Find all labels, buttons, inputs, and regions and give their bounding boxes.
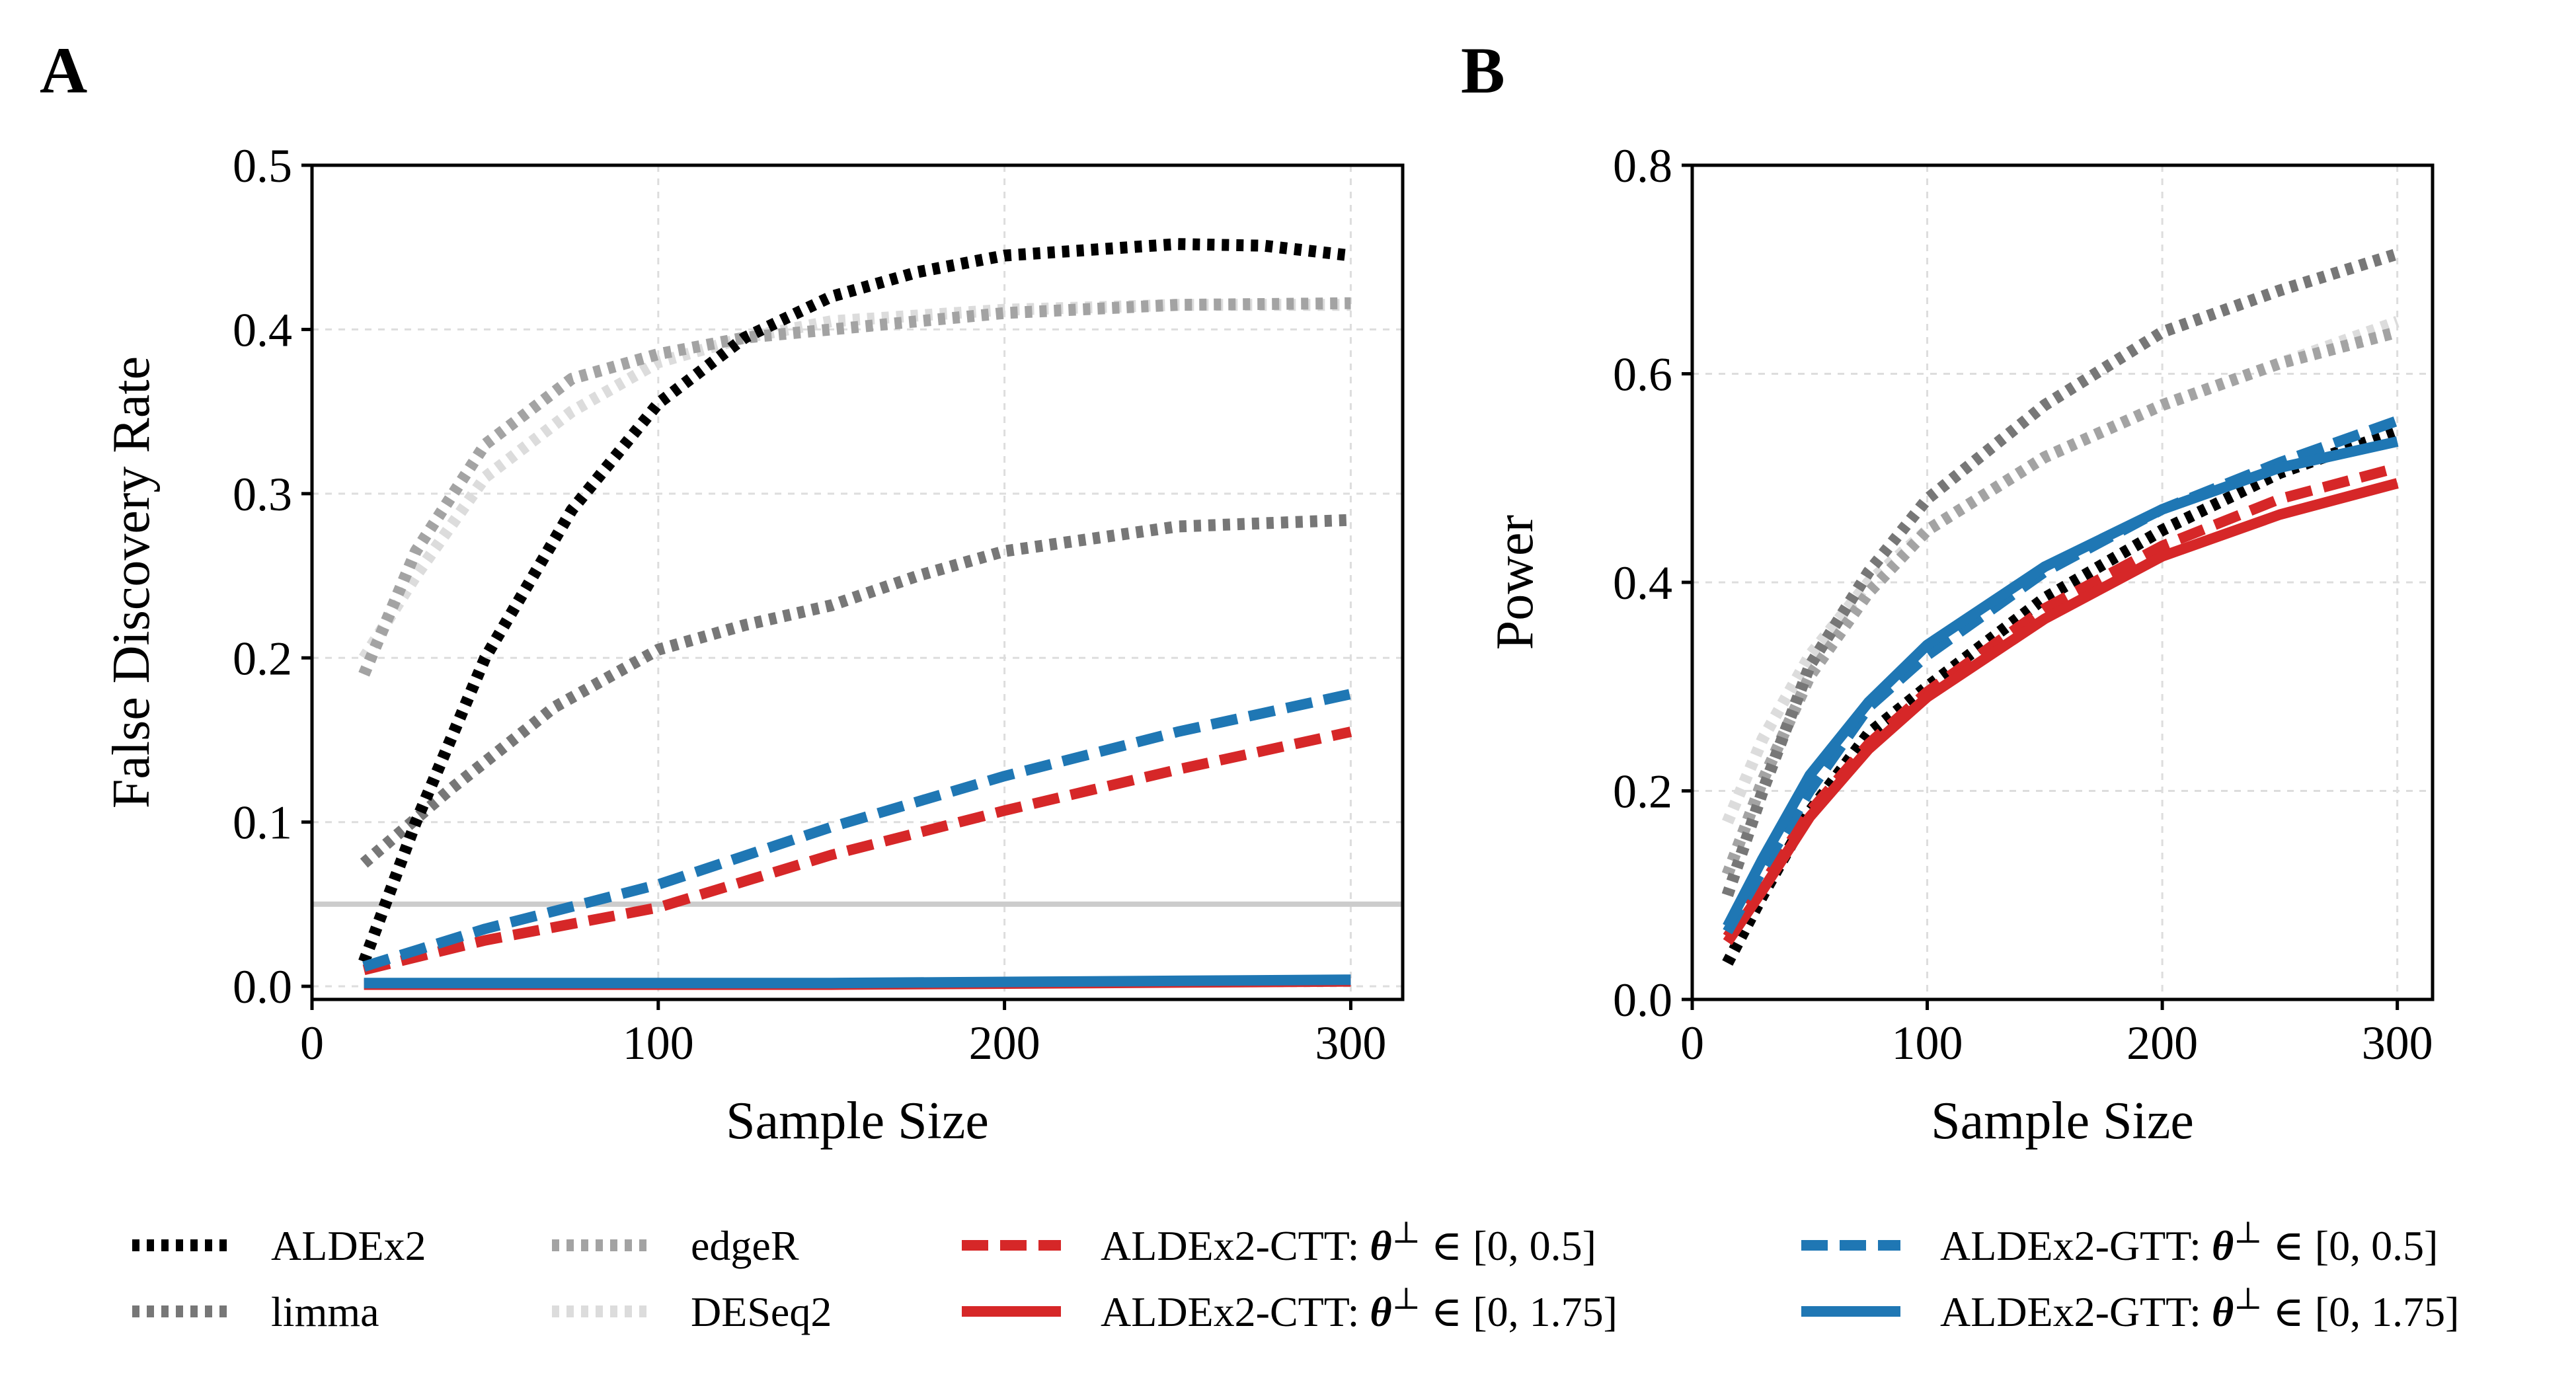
legend-label-gtt_175-prefix: ALDEx2-GTT: [1940,1288,2212,1335]
panel-a-xtick-label-1: 100 [623,1017,694,1069]
panel-a-ytick-label-2: 0.2 [233,632,292,685]
panel-a-xtick-label-3: 300 [1315,1017,1386,1069]
panel-a-frame [310,163,1405,1001]
panel-a-xtick-label-0: 0 [300,1017,324,1069]
legend-label-ctt_175: ALDEx2-CTT: θ⊥ ∈ [0, 1.75] [1101,1282,1618,1335]
legend-label-gtt_175: ALDEx2-GTT: θ⊥ ∈ [0, 1.75] [1940,1282,2459,1335]
panel-b-series-deseq2 [1722,316,2400,825]
panel-a-series-aldex2 [358,238,1352,964]
legend-label-deseq2: DESeq2 [691,1288,832,1335]
legend-label-ctt_175-suffix: ∈ [0, 1.75] [1421,1288,1618,1335]
panel-b-series-limma [1721,248,2400,898]
panel-a-ytick-label-5: 0.5 [233,139,292,192]
panel-a-series-edger [358,297,1351,677]
panel-b-series-gtt_175 [1723,436,2399,929]
panel-a-series-ctt_05 [362,726,1352,976]
panel-b-ytick-label-1: 0.2 [1613,765,1672,818]
legend-label-limma: limma [271,1288,379,1335]
panel-b-ytick-label-4: 0.8 [1613,139,1672,192]
legend-label-ctt_05: ALDEx2-CTT: θ⊥ ∈ [0, 0.5] [1101,1216,1596,1269]
panel-a-series-limma [360,514,1351,868]
panel-b-xtick-label-3: 300 [2362,1017,2433,1069]
panel-a-chart: 0 100 200 300 0.0 0.1 0.2 0.3 0.4 0.5 Sample Size F… [102,139,1405,1150]
panel-b-xlabel: Sample Size [1931,1092,2194,1150]
legend-label-gtt_175-sup: ⊥ [2234,1282,2262,1315]
panel-a-ytick-label-4: 0.4 [233,303,292,356]
panel-a-letter: A [40,34,87,107]
panel-a-ytick-label-3: 0.3 [233,468,292,521]
panel-b-xtick-label-1: 100 [1892,1017,1963,1069]
panel-b-ytick-label-3: 0.6 [1613,348,1672,401]
panel-a-series-gtt_05 [362,689,1352,972]
panel-b-xtick-label-2: 200 [2127,1017,2198,1069]
legend-label-gtt_175-suffix: ∈ [0, 1.75] [2262,1288,2459,1335]
panel-b-ylabel: Power [1486,515,1544,650]
panel-a-ylabel: False Discovery Rate [102,356,161,808]
panel-b-letter: B [1461,34,1505,107]
legend-label-gtt_05-prefix: ALDEx2-GTT: [1940,1222,2212,1269]
panel-a-series-gtt_175 [364,974,1351,989]
legend-label-gtt_175-theta: θ [2212,1288,2234,1335]
legend-label-ctt_05-sup: ⊥ [1392,1216,1421,1249]
panel-a-ytick-label-1: 0.1 [233,797,292,849]
legend-label-ctt_05-suffix: ∈ [0, 0.5] [1421,1222,1596,1269]
legend-label-gtt_05-sup: ⊥ [2234,1216,2262,1249]
legend-label-gtt_05: ALDEx2-GTT: θ⊥ ∈ [0, 0.5] [1940,1216,2438,1269]
panel-a-series-deseq2 [358,299,1351,662]
panel-b-chart: 0 100 200 300 0.0 0.2 0.4 0.6 0.8 Sample Size Powe… [1486,139,2435,1150]
legend-label-aldex2: ALDEx2 [271,1222,426,1269]
legend-label-ctt_05-theta: θ [1370,1222,1391,1269]
legend-label-ctt_175-prefix: ALDEx2-CTT: [1101,1288,1370,1335]
legend-label-gtt_05-suffix: ∈ [0, 0.5] [2262,1222,2438,1269]
legend-label-gtt_05-theta: θ [2212,1222,2234,1269]
panel-a-xtick-label-2: 200 [969,1017,1040,1069]
panel-b-series-ctt_05 [1723,462,2399,940]
panel-a-xlabel: Sample Size [726,1092,989,1150]
legend-label-ctt_05-prefix: ALDEx2-CTT: [1101,1222,1370,1269]
panel-b-ytick-label-0: 0.0 [1613,974,1672,1027]
panel-b-ytick-label-2: 0.4 [1613,557,1672,609]
legend-label-edger: edgeR [691,1222,799,1269]
panel-b-series-ctt_175 [1723,478,2399,945]
panel-a-ytick-label-0: 0.0 [233,960,292,1013]
legend-label-ctt_175-theta: θ [1370,1288,1391,1335]
panel-b-xtick-label-0: 0 [1680,1017,1704,1069]
legend-label-ctt_175-sup: ⊥ [1392,1282,1421,1315]
